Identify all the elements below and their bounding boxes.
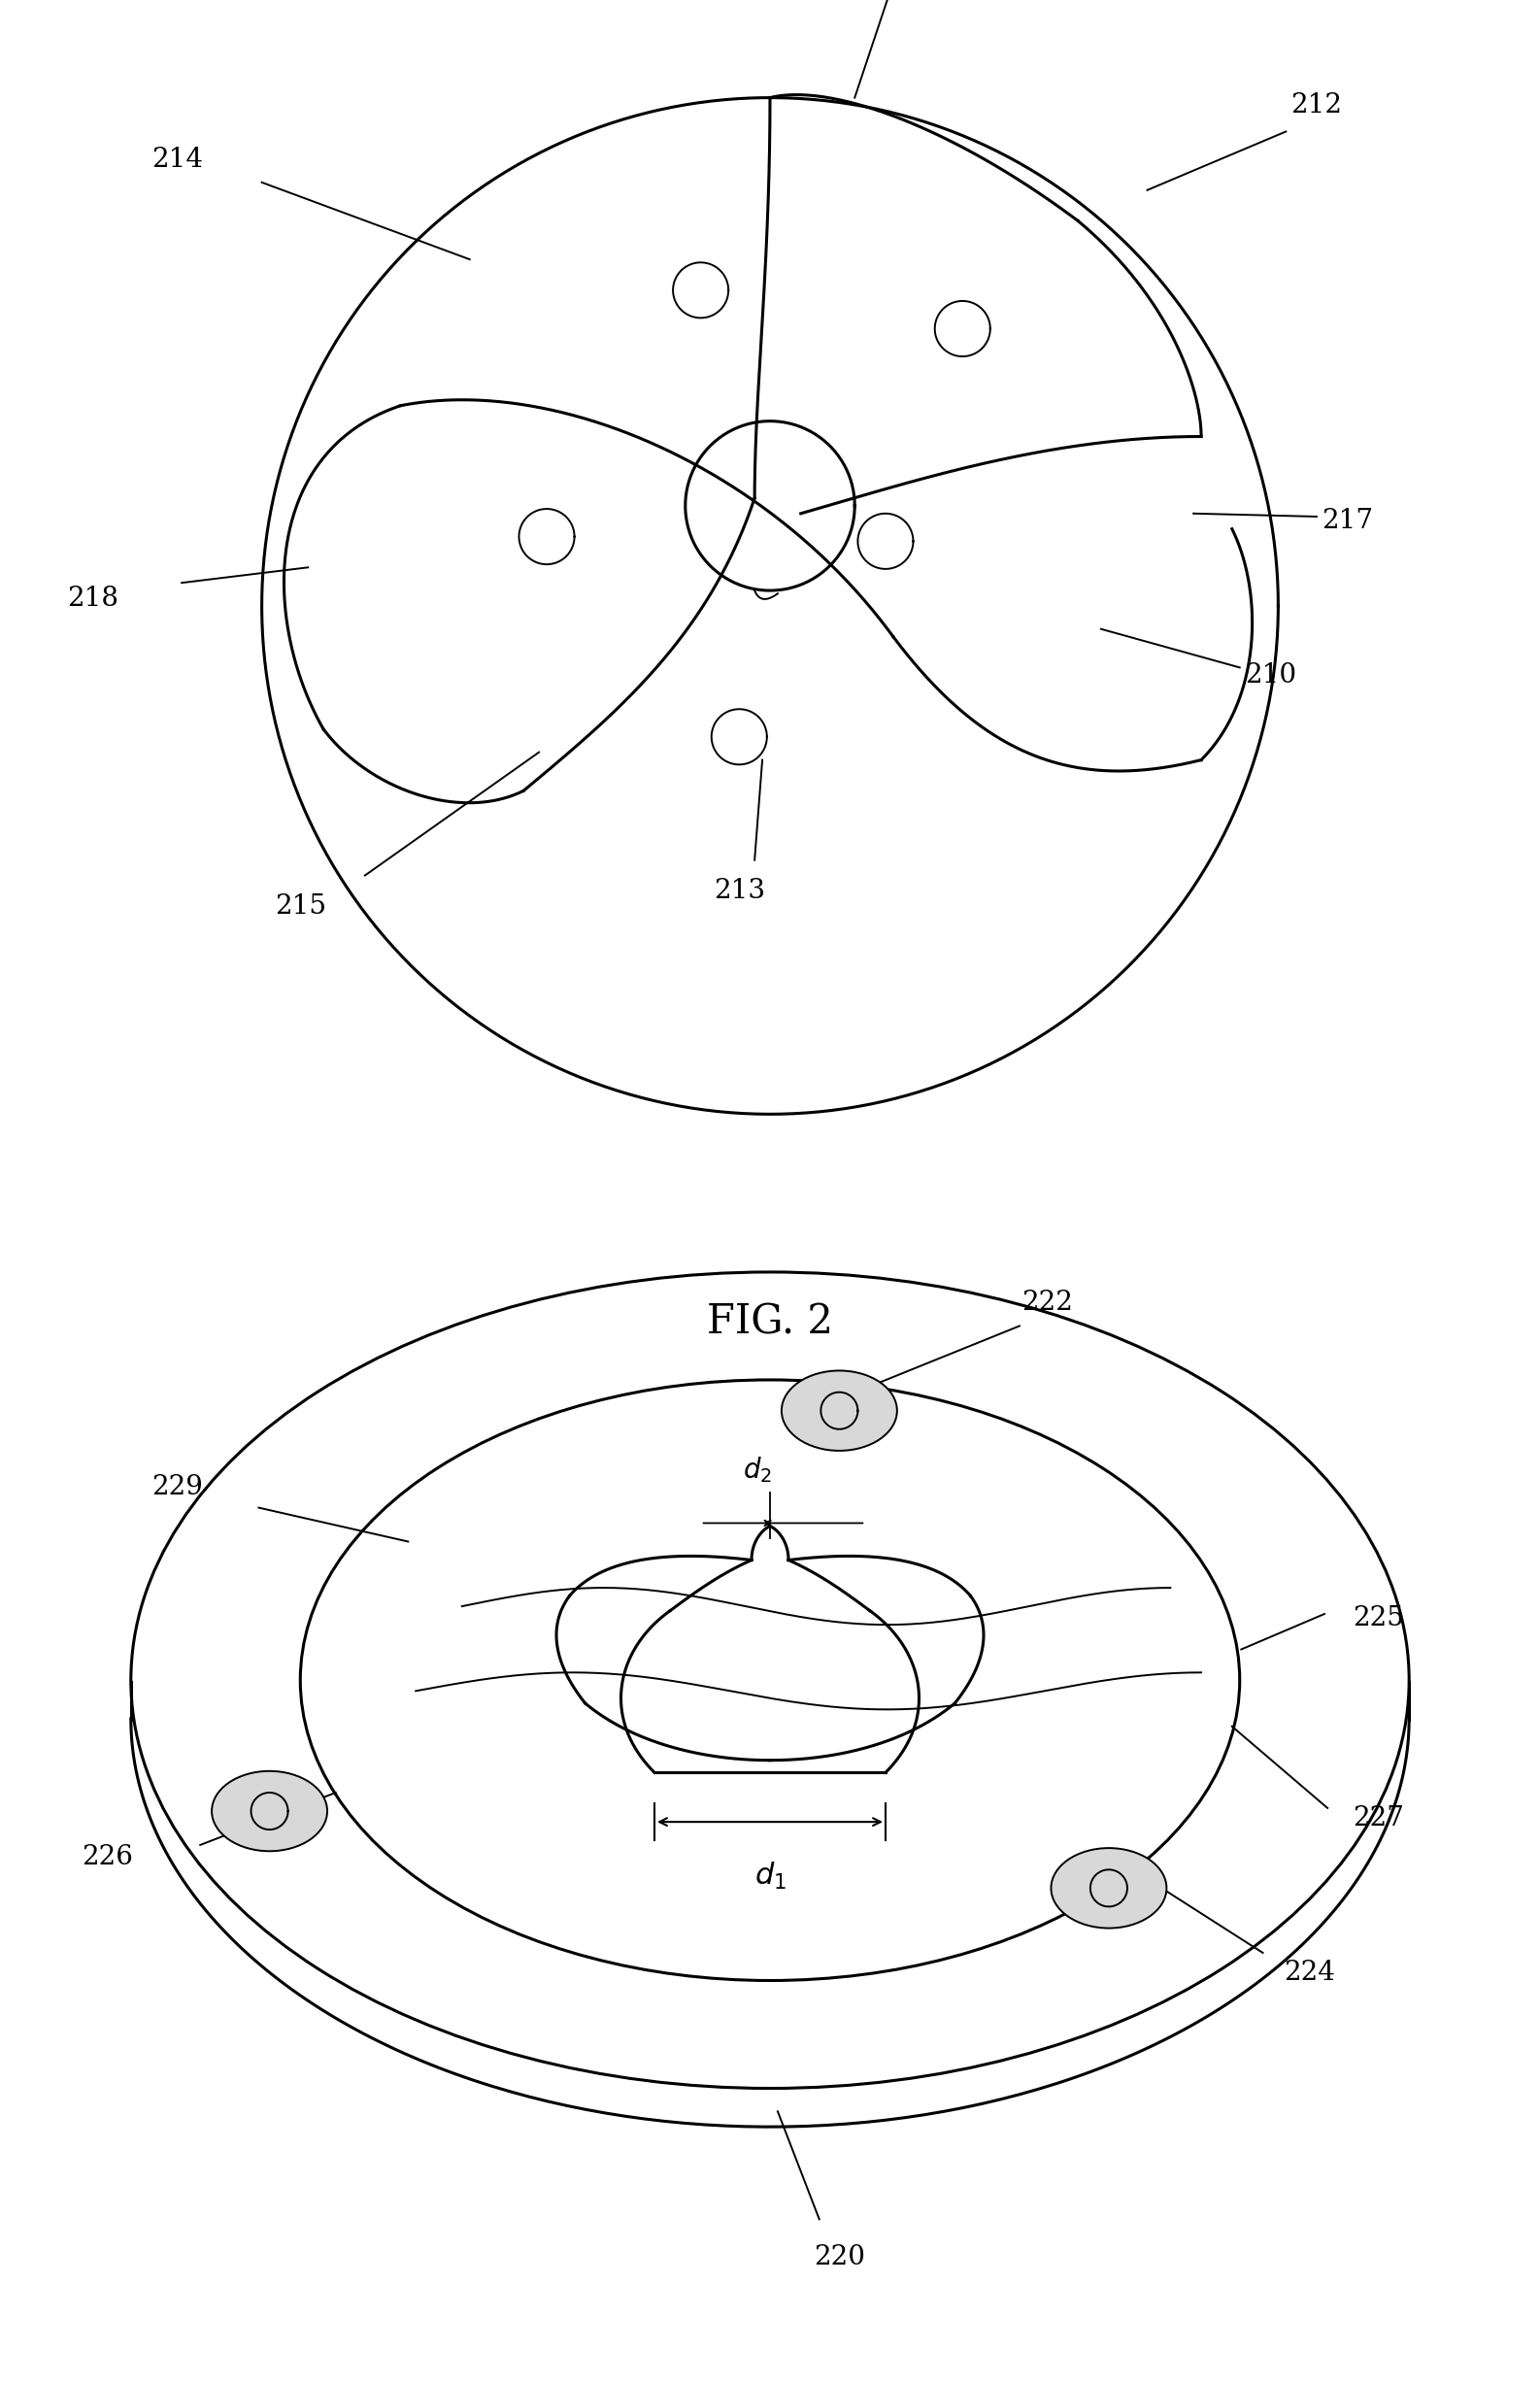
Text: 224: 224 [1283,1960,1335,1986]
Text: 225: 225 [1352,1604,1404,1631]
Text: 217: 217 [1321,508,1374,534]
Text: $d_1$: $d_1$ [755,1860,785,1891]
Text: 226: 226 [82,1845,134,1871]
Text: 229: 229 [151,1476,203,1502]
Ellipse shape [1050,1848,1166,1929]
Text: 213: 213 [713,877,765,904]
Ellipse shape [782,1371,898,1452]
Text: 227: 227 [1352,1805,1404,1831]
Text: 214: 214 [151,145,203,172]
Text: 218: 218 [66,584,119,610]
Ellipse shape [211,1771,326,1850]
Text: 222: 222 [1021,1290,1073,1316]
Text: 220: 220 [813,2246,865,2272]
Text: FIG. 2: FIG. 2 [707,1302,833,1342]
Text: 210: 210 [1244,663,1297,689]
Text: 212: 212 [1291,93,1343,119]
Text: $d_2$: $d_2$ [744,1454,772,1485]
Text: 215: 215 [274,894,326,920]
